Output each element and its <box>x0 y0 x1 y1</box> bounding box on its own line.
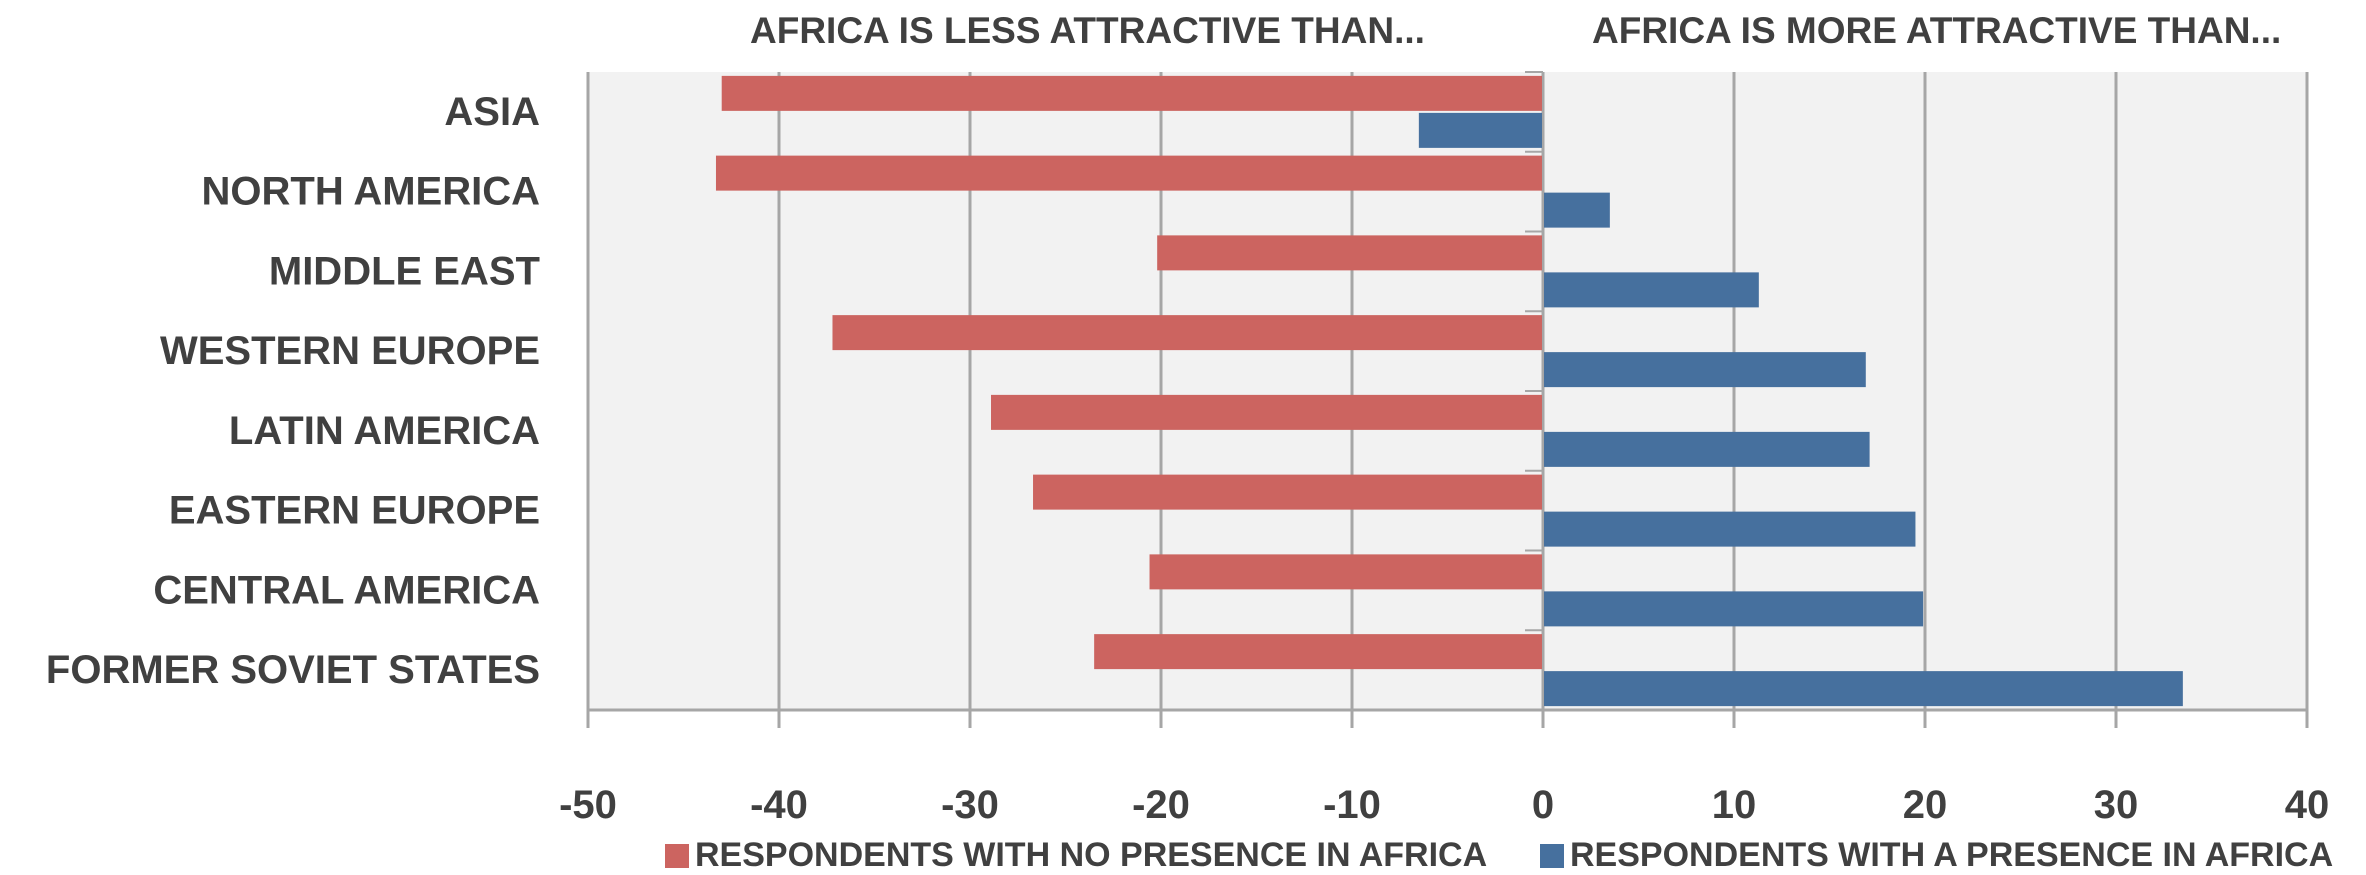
category-label: LATIN AMERICA <box>229 409 540 453</box>
bar-no-presence <box>1094 634 1543 670</box>
legend-presence: RESPONDENTS WITH A PRESENCE IN AFRICA <box>1540 836 2333 875</box>
x-tick-label: -20 <box>1132 783 1190 827</box>
x-tick-label: 30 <box>2094 783 2139 827</box>
category-label: MIDDLE EAST <box>269 249 540 293</box>
legend-swatch-presence <box>1540 843 1564 868</box>
bar-no-presence <box>991 394 1543 430</box>
bar-presence <box>1543 352 1866 388</box>
x-tick-label: -40 <box>750 783 808 827</box>
bar-no-presence <box>715 155 1543 191</box>
category-label: WESTERN EUROPE <box>160 329 540 373</box>
x-tick-label: 10 <box>1712 783 1757 827</box>
left-header: AFRICA IS LESS ATTRACTIVE THAN... <box>750 10 1425 51</box>
bar-presence <box>1418 112 1543 148</box>
right-header: AFRICA IS MORE ATTRACTIVE THAN... <box>1592 10 2282 51</box>
bar-presence <box>1543 192 1610 228</box>
bar-no-presence <box>832 315 1543 351</box>
bar-presence <box>1543 591 1924 627</box>
x-tick-label: 20 <box>1903 783 1948 827</box>
bar-presence <box>1543 272 1759 308</box>
legend-swatch-no-presence <box>665 843 689 868</box>
category-label: FORMER SOVIET STATES <box>46 648 540 692</box>
bar-presence <box>1543 431 1870 467</box>
category-label: CENTRAL AMERICA <box>153 568 540 612</box>
x-tick-label: -50 <box>559 783 617 827</box>
x-tick-label: -30 <box>941 783 999 827</box>
bar-no-presence <box>1149 554 1543 590</box>
bar-no-presence <box>721 75 1543 111</box>
x-tick-label: 40 <box>2285 783 2330 827</box>
legend-no-presence: RESPONDENTS WITH NO PRESENCE IN AFRICA <box>665 836 1487 875</box>
category-label: NORTH AMERICA <box>202 170 541 214</box>
bar-presence <box>1543 671 2183 707</box>
category-label: EASTERN EUROPE <box>169 489 540 533</box>
legend-label-presence: RESPONDENTS WITH A PRESENCE IN AFRICA <box>1570 836 2334 874</box>
bar-no-presence <box>1033 474 1543 510</box>
bar-no-presence <box>1157 235 1543 271</box>
legend-label-no-presence: RESPONDENTS WITH NO PRESENCE IN AFRICA <box>695 836 1488 874</box>
bar-presence <box>1543 511 1916 547</box>
x-tick-label: 0 <box>1532 783 1554 827</box>
x-tick-label: -10 <box>1323 783 1381 827</box>
category-label: ASIA <box>444 90 540 134</box>
